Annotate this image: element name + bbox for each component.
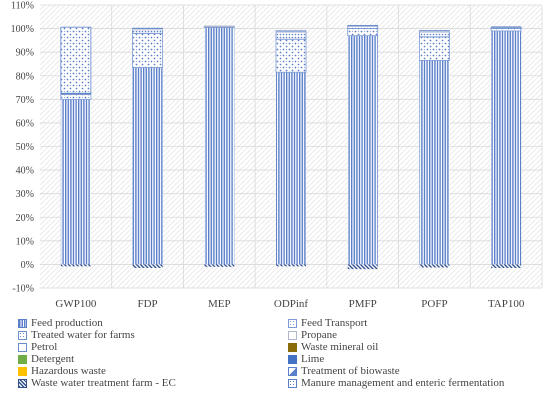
bar-segment	[347, 24, 379, 27]
legend-item: Feed production	[18, 317, 268, 329]
legend-label: Lime	[301, 353, 325, 365]
x-tick-label: PMFP	[349, 298, 377, 310]
bar-segment	[347, 26, 378, 29]
x-tick-label: MEP	[208, 298, 231, 310]
y-tick-label: 110%	[11, 1, 34, 12]
bar-segment	[419, 60, 450, 265]
legend-item: Detergent	[18, 353, 268, 365]
bar-segment	[491, 30, 522, 265]
bar-segment	[60, 264, 91, 267]
legend-label: Treated water for farms	[31, 329, 135, 341]
legend-item: Manure management and enteric fermentati…	[288, 377, 538, 389]
bar-segment	[419, 30, 450, 32]
legend-item: Waste water treatment farm - EC	[18, 377, 268, 389]
bar-segment	[491, 27, 522, 29]
legend-label: Manure management and enteric fermentati…	[301, 377, 505, 389]
x-tick-label: GWP100	[55, 298, 96, 310]
legend-item: Lime	[288, 353, 538, 365]
bar-segment	[132, 264, 163, 268]
y-tick-label: 50%	[16, 142, 34, 153]
legend-item: Treatment of biowaste	[288, 365, 538, 377]
bar-segment	[419, 264, 450, 268]
bar-segment	[276, 264, 306, 267]
legend-label: Waste mineral oil	[301, 341, 379, 353]
bar-segment	[491, 28, 522, 31]
y-tick-label: 60%	[16, 118, 34, 129]
bar-segment	[419, 32, 450, 37]
legend-swatch	[288, 330, 297, 340]
bar-segment	[204, 264, 235, 267]
legend-swatch	[18, 330, 27, 340]
bar-segment	[60, 27, 91, 94]
legend-swatch	[18, 354, 27, 364]
y-tick-label: 0%	[21, 260, 34, 271]
legend-swatch	[288, 366, 297, 376]
legend-item: Hazardous waste	[18, 365, 268, 377]
bar-segment	[347, 264, 378, 270]
bar-segment	[132, 27, 163, 30]
y-axis-ticks: -10% 0% 10% 20% 30% 40% 50% 60% 70% 80% 90% 100% 110…	[11, 1, 34, 295]
x-tick-label: FDP	[137, 298, 157, 310]
stacked-bar-chart: -10% 0% 10% 20% 30% 40% 50% 60% 70% 80% 90% 100% 110…	[11, 1, 543, 310]
legend-label: Feed Transport	[301, 317, 368, 329]
legend-label: Petrol	[31, 341, 58, 353]
x-tick-label: TAP100	[488, 298, 525, 310]
legend-swatch	[288, 318, 297, 328]
legend-swatch	[18, 318, 27, 328]
bar-segment	[347, 28, 378, 36]
legend-swatch	[288, 342, 297, 352]
y-tick-label: -10%	[12, 284, 34, 295]
bar-segment	[132, 29, 163, 34]
legend-item: Feed Transport	[288, 317, 538, 329]
bar-segment	[204, 27, 235, 265]
x-axis-ticks: GWP100 FDP MEP ODPinf PMFP POFP TAP100	[55, 298, 524, 310]
y-tick-label: 30%	[16, 189, 34, 200]
bar-segment	[419, 36, 450, 61]
y-tick-label: 20%	[16, 213, 34, 224]
legend-item: Waste mineral oil	[288, 341, 538, 353]
legend-label: Feed production	[31, 317, 103, 329]
bar-segment	[60, 99, 91, 265]
x-tick-label: POFP	[421, 298, 447, 310]
bar-segment	[203, 25, 235, 27]
bar-segment	[490, 26, 522, 28]
legend-label: Hazardous waste	[31, 365, 106, 377]
bar-segment	[132, 33, 163, 68]
y-tick-label: 80%	[16, 71, 34, 82]
legend: Feed production Feed Transport Treated wat…	[18, 317, 543, 389]
legend-label: Treatment of biowaste	[301, 365, 400, 377]
bar-segment	[276, 39, 306, 73]
bar-segment	[347, 35, 378, 265]
bar-segment	[275, 30, 307, 32]
y-tick-label: 100%	[11, 24, 34, 35]
x-tick-label: ODPinf	[274, 298, 309, 310]
legend-swatch	[18, 378, 27, 388]
legend-label: Detergent	[31, 353, 75, 365]
y-tick-label: 90%	[16, 48, 34, 59]
legend-swatch	[288, 378, 297, 388]
legend-swatch	[18, 342, 27, 352]
bar-segment	[60, 94, 91, 100]
legend-item: Treated water for farms	[18, 329, 268, 341]
y-tick-label: 10%	[16, 236, 34, 247]
legend-item: Propane	[288, 329, 538, 341]
legend-swatch	[18, 366, 27, 376]
bar-segment	[132, 67, 163, 265]
legend-label: Waste water treatment farm - EC	[31, 377, 176, 389]
bar-segment-outline	[60, 26, 92, 94]
bars	[60, 24, 522, 270]
legend-item: Petrol	[18, 341, 268, 353]
y-tick-label: 40%	[16, 166, 34, 177]
legend-swatch	[288, 354, 297, 364]
legend-label: Propane	[301, 329, 338, 341]
bar-segment	[491, 264, 522, 268]
y-tick-label: 70%	[16, 95, 34, 106]
bar-segment	[276, 32, 306, 40]
bar-segment	[276, 72, 306, 265]
